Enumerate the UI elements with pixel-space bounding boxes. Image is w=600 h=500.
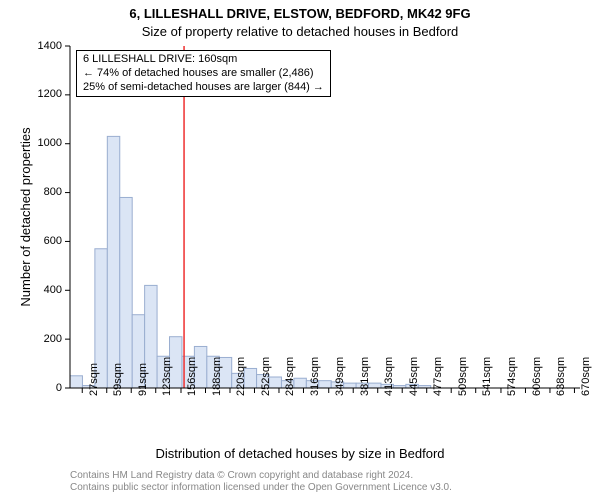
- y-tick-label: 1400: [22, 40, 62, 52]
- histogram-bar: [70, 376, 82, 388]
- attribution-line-2: Contains public sector information licen…: [70, 482, 452, 494]
- y-tick-label: 200: [22, 333, 62, 345]
- histogram-bar: [107, 136, 119, 388]
- attribution-text: Contains HM Land Registry data © Crown c…: [70, 470, 452, 494]
- y-tick-label: 0: [22, 382, 62, 394]
- annotation-box: 6 LILLESHALL DRIVE: 160sqm ← 74% of deta…: [76, 50, 331, 97]
- x-axis-label: Distribution of detached houses by size …: [0, 446, 600, 461]
- annotation-line-1: 6 LILLESHALL DRIVE: 160sqm: [83, 53, 324, 67]
- annotation-line-3: 25% of semi-detached houses are larger (…: [83, 81, 324, 95]
- page-title-address: 6, LILLESHALL DRIVE, ELSTOW, BEDFORD, MK…: [0, 6, 600, 21]
- y-tick-label: 1000: [22, 137, 62, 149]
- y-tick-label: 1200: [22, 88, 62, 100]
- histogram-plot: [70, 46, 580, 388]
- y-tick-label: 800: [22, 186, 62, 198]
- histogram-bar: [120, 197, 132, 388]
- page-subtitle: Size of property relative to detached ho…: [0, 24, 600, 39]
- annotation-line-2: ← 74% of detached houses are smaller (2,…: [83, 67, 324, 81]
- y-tick-label: 600: [22, 235, 62, 247]
- y-tick-label: 400: [22, 284, 62, 296]
- attribution-line-1: Contains HM Land Registry data © Crown c…: [70, 470, 452, 482]
